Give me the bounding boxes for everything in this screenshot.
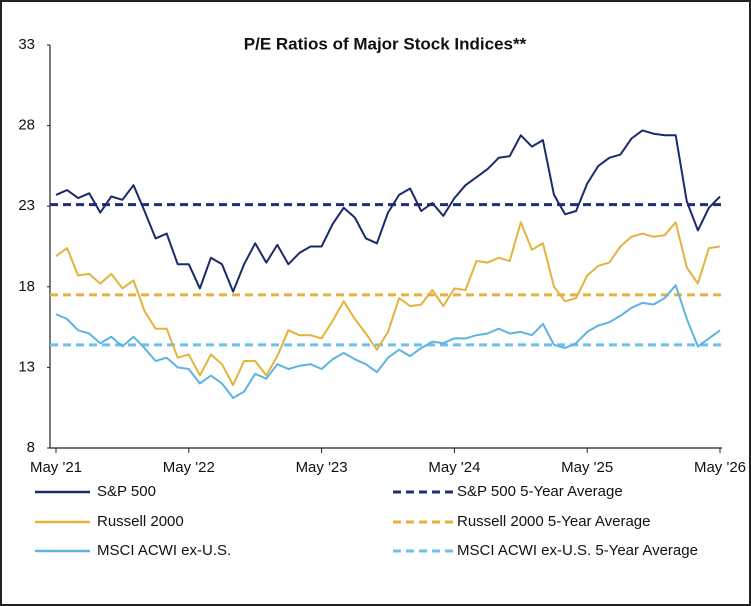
- y-tick-label: 33: [18, 36, 35, 53]
- y-tick-label: 8: [27, 439, 35, 456]
- chart-title: P/E Ratios of Major Stock Indices**: [244, 34, 527, 53]
- x-tick-label: May '26: [694, 459, 746, 476]
- y-tick-label: 23: [18, 197, 35, 214]
- x-tick-label: May '22: [163, 459, 215, 476]
- series-line: [55, 284, 721, 399]
- x-tick-label: May '24: [428, 459, 480, 476]
- x-tick-label: May '21: [30, 459, 82, 476]
- y-tick-label: 13: [18, 358, 35, 375]
- legend-label: S&P 500: [97, 483, 156, 500]
- y-tick-label: 18: [18, 278, 35, 295]
- legend-label: Russell 2000: [97, 513, 184, 530]
- y-tick-label: 28: [18, 117, 35, 134]
- legend-label: MSCI ACWI ex-U.S.: [97, 542, 231, 559]
- series-line: [55, 221, 721, 387]
- legend-label: MSCI ACWI ex-U.S. 5-Year Average: [457, 542, 698, 559]
- x-tick-label: May '25: [561, 459, 613, 476]
- x-tick-label: May '23: [296, 459, 348, 476]
- legend-label: S&P 500 5-Year Average: [457, 483, 623, 500]
- legend-label: Russell 2000 5-Year Average: [457, 513, 650, 530]
- series-line: [55, 129, 721, 293]
